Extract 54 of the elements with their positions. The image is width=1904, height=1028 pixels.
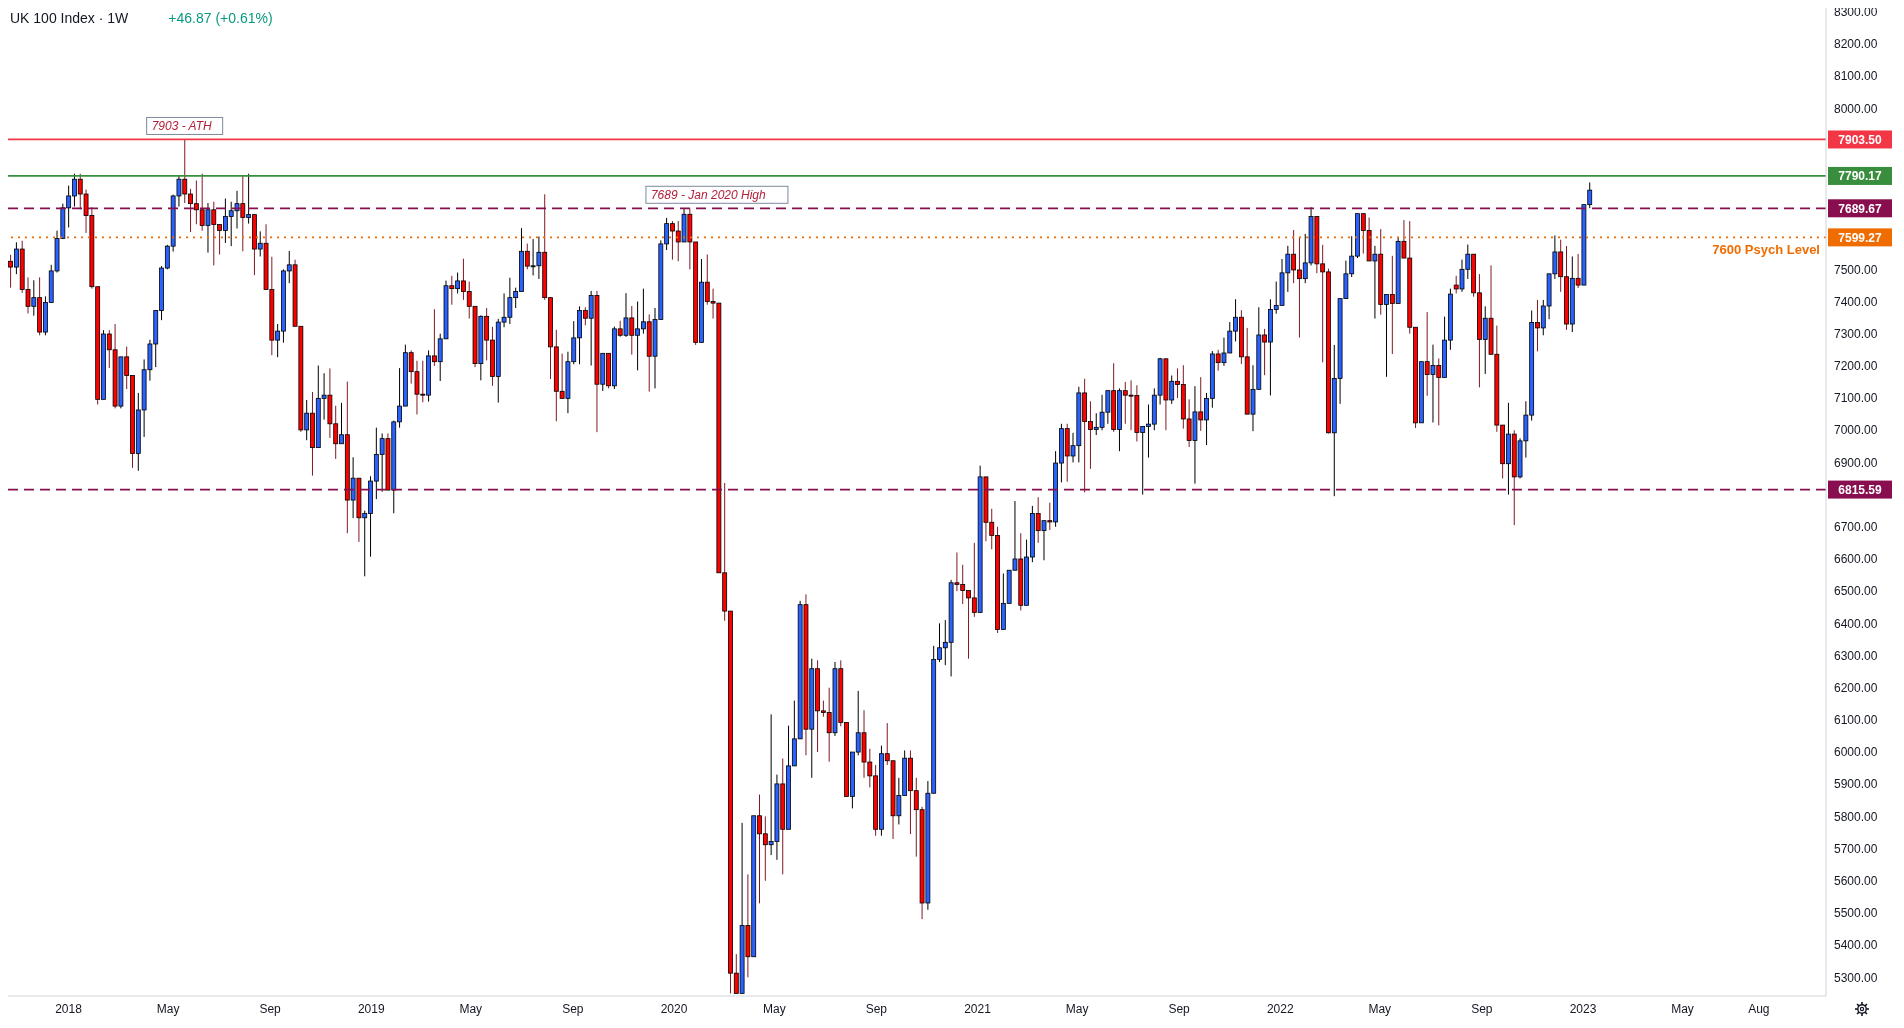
chart-subtitle: +46.87 (+0.61%) xyxy=(168,10,273,26)
ref-line-label: 7903.50 xyxy=(1838,132,1883,147)
x-tick-label: May xyxy=(1065,1001,1089,1016)
y-tick-label: 7400.00 xyxy=(1834,294,1878,309)
annotation: 7689 - Jan 2020 High xyxy=(650,187,767,202)
y-tick-label: 7100.00 xyxy=(1834,391,1878,406)
y-tick-label: 8300.00 xyxy=(1834,5,1878,20)
y-tick-label: 6500.00 xyxy=(1834,584,1878,599)
y-tick-label: 7000.00 xyxy=(1834,423,1878,438)
x-tick-label: Aug xyxy=(1748,1001,1770,1016)
annotation: 7903 - ATH xyxy=(151,118,213,133)
x-tick-label: Sep xyxy=(562,1001,584,1016)
ref-line-label: 6815.59 xyxy=(1838,483,1883,498)
x-tick-label: May xyxy=(156,1001,180,1016)
y-tick-label: 7200.00 xyxy=(1834,359,1878,374)
annotation: 7600 Psych Level xyxy=(1712,242,1820,258)
x-tick-label: Sep xyxy=(1168,1001,1191,1016)
y-tick-label: 5300.00 xyxy=(1834,970,1878,985)
y-tick-label: 8000.00 xyxy=(1834,101,1878,116)
y-tick-label: 5700.00 xyxy=(1834,841,1878,856)
x-tick-label: 2020 xyxy=(660,1001,688,1016)
ref-line-label: 7689.67 xyxy=(1838,201,1883,216)
y-tick-label: 6200.00 xyxy=(1834,680,1878,695)
y-tick-label: 5400.00 xyxy=(1834,938,1878,953)
y-tick-label: 6100.00 xyxy=(1834,713,1878,728)
y-tick-label: 8200.00 xyxy=(1834,37,1878,52)
x-tick-label: May xyxy=(459,1001,483,1016)
x-tick-label: 2021 xyxy=(964,1001,992,1016)
x-tick-label: May xyxy=(1368,1001,1392,1016)
y-tick-label: 6400.00 xyxy=(1834,616,1878,631)
x-tick-label: Sep xyxy=(1471,1001,1493,1016)
y-tick-label: 6000.00 xyxy=(1834,745,1878,760)
y-tick-label: 6600.00 xyxy=(1834,552,1878,567)
ref-line-label: 7599.27 xyxy=(1838,230,1883,245)
y-tick-label: 6700.00 xyxy=(1834,520,1878,535)
y-tick-label: 6300.00 xyxy=(1834,648,1878,663)
x-tick-label: Sep xyxy=(259,1001,282,1016)
y-tick-label: 5900.00 xyxy=(1834,777,1878,792)
x-tick-label: 2022 xyxy=(1266,1001,1294,1016)
chart-title: UK 100 Index · 1W xyxy=(10,10,129,26)
x-tick-label: 2019 xyxy=(357,1001,385,1016)
x-tick-label: 2023 xyxy=(1569,1001,1597,1016)
x-tick-label: May xyxy=(763,1001,786,1016)
y-tick-label: 8100.00 xyxy=(1834,69,1878,84)
y-tick-label: 5800.00 xyxy=(1834,809,1878,824)
y-tick-label: 6900.00 xyxy=(1834,455,1878,470)
ref-line-label: 7790.17 xyxy=(1838,169,1883,184)
x-tick-label: 2018 xyxy=(55,1001,83,1016)
y-tick-label: 7300.00 xyxy=(1834,326,1878,341)
x-tick-label: Sep xyxy=(865,1001,888,1016)
y-tick-label: 7500.00 xyxy=(1834,262,1878,277)
y-tick-label: 5600.00 xyxy=(1834,874,1878,889)
x-tick-label: May xyxy=(1671,1001,1694,1016)
y-tick-label: 5500.00 xyxy=(1834,906,1878,921)
